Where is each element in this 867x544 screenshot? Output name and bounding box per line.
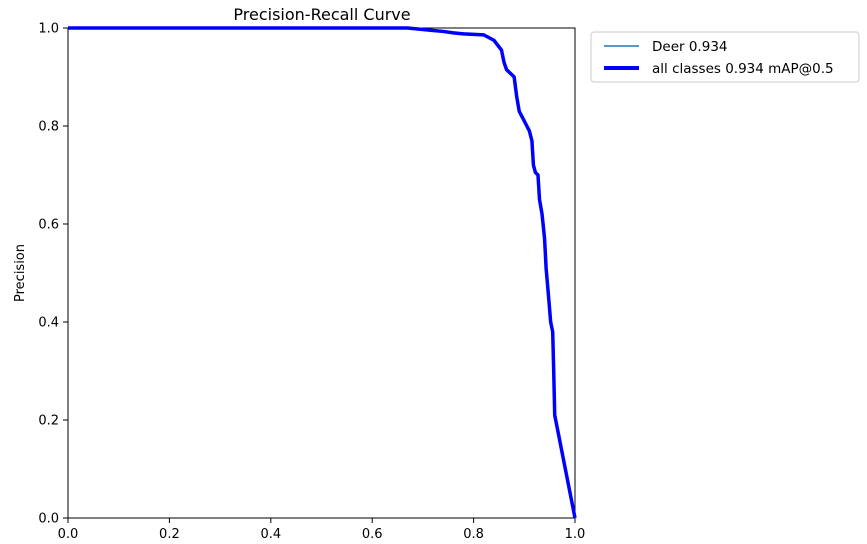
y-tick-label: 0.6	[38, 218, 59, 233]
x-tick-label: 0.6	[362, 527, 383, 540]
series-lines	[68, 26, 577, 519]
x-axis-ticks: 0.0 0.2 0.4 0.6 0.8 1.0	[58, 518, 586, 542]
y-tick-label: 0.4	[38, 316, 59, 331]
y-tick-label: 0.8	[38, 120, 59, 135]
legend-label-all-classes: all classes 0.934 mAP@0.5	[652, 61, 834, 77]
series-line-all-classes	[68, 26, 577, 519]
legend: Deer 0.934 all classes 0.934 mAP@0.5	[590, 31, 860, 83]
y-tick-label: 1.0	[38, 22, 59, 37]
x-tick-label: 0.2	[159, 527, 180, 540]
x-tick-label: 0.4	[260, 527, 281, 540]
plot-area: 0.0 0.2 0.4 0.6 0.8 1.0 0.0 0.2 0.4 0.6 0.8 1.0	[38, 22, 586, 543]
y-tick-label: 0.2	[38, 414, 59, 429]
series-line-deer	[68, 27, 576, 519]
x-tick-label: 0.0	[58, 527, 79, 540]
y-tick-label: 0.0	[38, 512, 59, 527]
plot-frame	[67, 27, 576, 519]
x-tick-label: 0.8	[463, 527, 484, 540]
legend-label-deer: Deer 0.934	[652, 39, 728, 55]
y-axis-ticks: 0.0 0.2 0.4 0.6 0.8 1.0	[38, 22, 68, 527]
y-axis-label: Precision	[13, 244, 28, 302]
chart-title: Precision-Recall Curve	[233, 5, 410, 24]
x-tick-label: 1.0	[565, 527, 586, 540]
legend-box	[590, 31, 860, 83]
